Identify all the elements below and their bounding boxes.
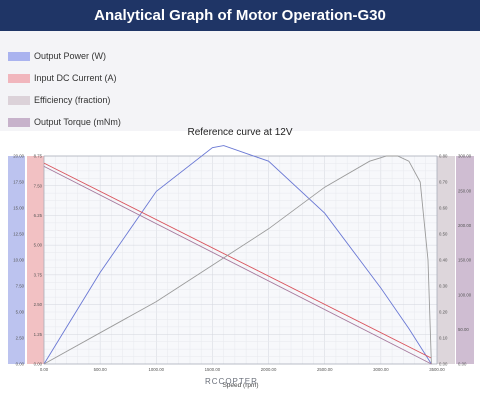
x-axis-label: Speed (rpm) xyxy=(222,382,258,389)
legend-label-power: Output Power (W) xyxy=(34,51,107,61)
torque-axis-tick: 300.00 xyxy=(458,154,472,159)
x-axis-tick: 0.00 xyxy=(40,367,49,372)
current-axis-tick: 6.25 xyxy=(34,213,43,218)
efficiency-axis-tick: 0.10 xyxy=(439,336,448,341)
power-axis-tick: 5.00 xyxy=(16,310,25,315)
efficiency-axis-tick: 0.70 xyxy=(439,180,448,185)
current-axis-tick: 8.75 xyxy=(34,154,43,159)
efficiency-axis-tick: 0.60 xyxy=(439,206,448,211)
series-line-power xyxy=(43,145,432,365)
efficiency-axis-tick: 0.20 xyxy=(439,310,448,315)
power-axis-tick: 10.00 xyxy=(13,258,24,263)
efficiency-axis-tick: 0.50 xyxy=(439,232,448,237)
power-axis-tick: 20.00 xyxy=(13,154,24,159)
chart-title: Reference curve at 12V xyxy=(187,127,293,138)
x-axis-tick: 3000.00 xyxy=(373,367,389,372)
series-line-efficiency xyxy=(43,155,432,365)
legend-swatch-current xyxy=(8,74,30,83)
legend-label-current: Input DC Current (A) xyxy=(34,73,117,83)
legend-label-efficiency: Efficiency (fraction) xyxy=(34,95,111,105)
efficiency-axis-tick: 0.30 xyxy=(439,284,448,289)
x-axis-tick: 2000.00 xyxy=(261,367,277,372)
efficiency-axis-tick: 0.00 xyxy=(439,362,448,367)
power-axis-tick: 17.50 xyxy=(13,180,24,185)
current-axis-tick: 3.75 xyxy=(34,272,43,277)
power-axis-strip xyxy=(8,156,25,364)
legend-swatch-torque xyxy=(8,118,30,127)
legend-label-torque: Output Torque (mNm) xyxy=(34,117,121,127)
efficiency-axis-strip xyxy=(437,156,455,364)
legend-swatch-power xyxy=(8,52,30,61)
chart-plot: 0.00 2.50 5.00 7.50 10.00 12.50 15.00 17.50 20.0… xyxy=(8,145,474,389)
current-axis-tick: 7.50 xyxy=(34,183,43,188)
power-axis-tick: 15.00 xyxy=(13,206,24,211)
torque-axis-tick: 250.00 xyxy=(458,188,472,193)
torque-axis-tick: 0.00 xyxy=(458,362,467,367)
x-axis-tick: 1000.00 xyxy=(149,367,165,372)
efficiency-axis-tick: 0.80 xyxy=(439,154,448,159)
current-axis-tick: 2.50 xyxy=(34,302,43,307)
torque-axis-tick: 100.00 xyxy=(458,292,472,297)
torque-axis-tick: 150.00 xyxy=(458,258,472,263)
current-axis-tick: 1.25 xyxy=(34,332,43,337)
power-axis-tick: 12.50 xyxy=(13,232,24,237)
torque-axis-strip xyxy=(456,156,474,364)
current-axis-strip xyxy=(27,156,44,364)
legend-swatch-efficiency xyxy=(8,96,30,105)
efficiency-axis-tick: 0.40 xyxy=(439,258,448,263)
torque-axis-tick: 50.00 xyxy=(458,327,469,332)
power-axis-tick: 7.50 xyxy=(16,284,25,289)
current-axis-tick: 0.00 xyxy=(34,362,43,367)
x-axis-tick: 3500.00 xyxy=(429,367,445,372)
page-title: Analytical Graph of Motor Operation-G30 xyxy=(94,7,386,24)
x-axis-tick: 500.00 xyxy=(94,367,108,372)
brand-logo: RCCOPTER xyxy=(205,377,258,386)
current-axis-tick: 5.00 xyxy=(34,243,43,248)
x-axis-tick: 2500.00 xyxy=(317,367,333,372)
torque-axis-tick: 200.00 xyxy=(458,223,472,228)
power-axis-tick: 2.50 xyxy=(16,336,25,341)
x-axis-tick: 1500.00 xyxy=(205,367,221,372)
legend: Output Power (W) Input DC Current (A) Ef… xyxy=(0,31,480,131)
power-axis-tick: 0.00 xyxy=(16,362,25,367)
plot-frame xyxy=(43,155,438,365)
series-line-torque xyxy=(43,165,432,365)
header-bar xyxy=(0,0,480,31)
series-line-current xyxy=(43,162,432,359)
